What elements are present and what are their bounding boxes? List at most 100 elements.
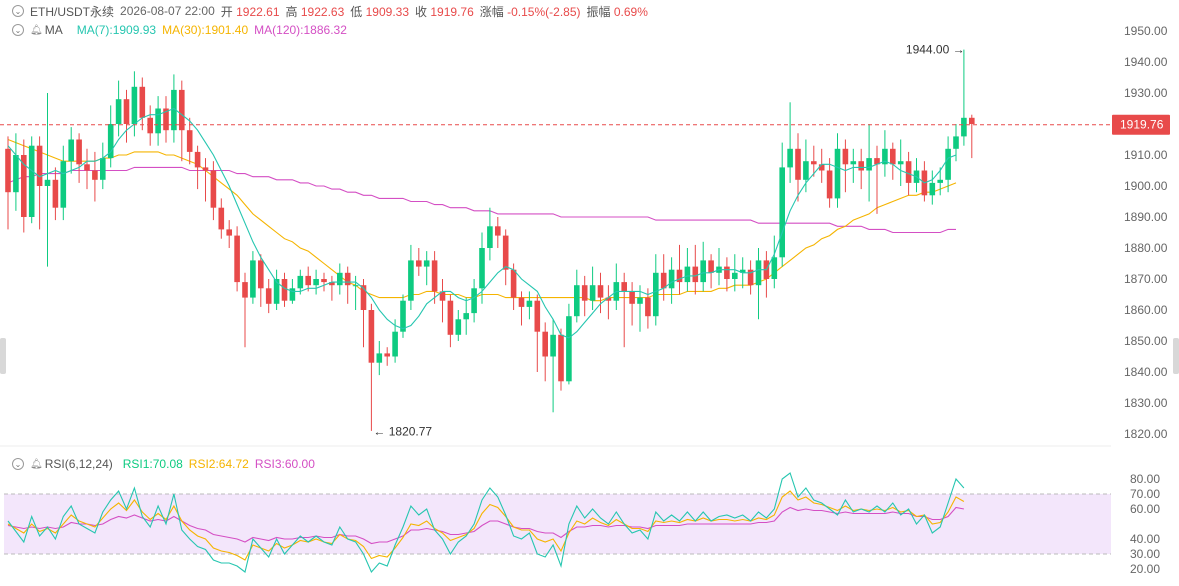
- datetime-label: 2026-08-07 22:00: [120, 4, 215, 18]
- candle-body: [179, 89, 185, 131]
- right-scroll-handle[interactable]: [1173, 338, 1179, 374]
- candle: [242, 272, 248, 348]
- candle: [866, 124, 872, 202]
- candle: [566, 303, 572, 385]
- rsi-legend: ⌄ 🔔︎ RSI(6,12,24) RSI1:70.08 RSI2:64.72 …: [12, 455, 315, 473]
- candle-body: [463, 313, 469, 320]
- candle-body: [337, 272, 343, 286]
- candle-body: [692, 266, 699, 283]
- candle-body: [803, 161, 809, 180]
- ma7-line: [7, 107, 957, 339]
- candle-body: [818, 164, 825, 171]
- amplitude-label: 振幅: [586, 4, 611, 19]
- candle: [858, 148, 864, 190]
- candle-body: [258, 260, 264, 289]
- high-value: 1922.63: [300, 4, 345, 19]
- current-price-tag: [1112, 114, 1170, 135]
- candle-body: [834, 148, 841, 199]
- candle-body: [313, 279, 319, 286]
- price-axis-tick-label: 1910.00: [1124, 148, 1168, 162]
- rsi-axis-tick-label: 60.00: [1130, 502, 1160, 516]
- candle-body: [218, 207, 225, 230]
- change-value: -0.15%(-2.85): [507, 4, 581, 19]
- candle-body: [637, 297, 643, 304]
- candle: [495, 217, 501, 248]
- rsi-axis-tick-label: 40.00: [1130, 532, 1160, 546]
- candle-body: [447, 300, 454, 335]
- left-scroll-handle[interactable]: [0, 338, 6, 374]
- candle: [5, 136, 11, 230]
- symbol-label[interactable]: ETH/USDT永续: [30, 4, 115, 19]
- candle-body: [416, 260, 422, 267]
- candle: [408, 244, 414, 310]
- rsi3-value: RSI3:60.00: [254, 457, 315, 471]
- candle-body: [52, 179, 59, 208]
- candle-body: [305, 275, 311, 286]
- rsi-axis-tick-label: 30.00: [1130, 547, 1160, 561]
- candle-body: [84, 164, 90, 171]
- price-axis-tick-label: 1880.00: [1124, 241, 1168, 255]
- candle: [321, 272, 327, 292]
- candle: [186, 117, 193, 165]
- ma-indicator-label[interactable]: MA: [44, 23, 63, 37]
- low-label: 低: [350, 4, 363, 19]
- candle: [471, 279, 477, 323]
- rsi-collapse-chevron-icon[interactable]: ⌄: [12, 458, 24, 470]
- candle-body: [676, 269, 683, 283]
- candle-body: [226, 229, 232, 236]
- ma30-value: MA(30):1901.40: [162, 23, 249, 37]
- candle: [684, 248, 691, 292]
- candle: [660, 254, 667, 301]
- candle-body: [929, 182, 936, 196]
- price-axis-tick-label: 1840.00: [1124, 365, 1168, 379]
- rsi2-value: RSI2:64.72: [188, 457, 249, 471]
- candle: [202, 158, 209, 202]
- candle-body: [605, 297, 612, 301]
- candle: [574, 269, 580, 323]
- candle-body: [68, 139, 74, 162]
- candle-body: [329, 282, 335, 286]
- candle: [384, 347, 390, 366]
- candle: [305, 266, 311, 292]
- high-label: 高: [285, 4, 298, 19]
- candle-body: [107, 124, 114, 159]
- candle-body: [289, 288, 296, 301]
- high-price-marker: 1944.00 →: [906, 43, 965, 57]
- candle-body: [115, 99, 122, 124]
- candle: [653, 254, 659, 326]
- candle-body: [874, 158, 880, 165]
- candle: [945, 136, 951, 193]
- candle: [52, 167, 59, 221]
- candle-body: [171, 89, 177, 131]
- price-axis-tick-label: 1820.00: [1124, 427, 1168, 441]
- candle-body: [574, 285, 580, 317]
- rsi-axis-tick-label: 70.00: [1130, 487, 1160, 501]
- alert-bell-icon[interactable]: 🔔︎: [30, 24, 43, 36]
- candle: [76, 133, 82, 183]
- collapse-chevron-icon[interactable]: ⌄: [12, 5, 24, 17]
- candle: [526, 291, 533, 320]
- candle-body: [850, 161, 857, 165]
- candle: [281, 272, 288, 307]
- candle: [68, 127, 74, 174]
- ma-collapse-chevron-icon[interactable]: ⌄: [12, 24, 24, 36]
- ma120-value: MA(120):1886.32: [254, 23, 347, 37]
- rsi-alert-bell-icon[interactable]: 🔔︎: [30, 458, 43, 470]
- candle: [716, 248, 722, 286]
- candle-body: [423, 260, 430, 267]
- candle: [416, 248, 422, 276]
- candle-body: [297, 275, 304, 289]
- candle-body: [36, 145, 43, 186]
- rsi1-line: [7, 472, 965, 574]
- current-price-label: 1919.76: [1120, 118, 1164, 132]
- candle: [897, 139, 904, 186]
- candle-body: [905, 161, 912, 183]
- candle-body: [44, 179, 51, 186]
- candle-body: [645, 297, 651, 317]
- rsi-indicator-label[interactable]: RSI(6,12,24): [44, 457, 113, 471]
- candle: [534, 294, 541, 372]
- candle-body: [400, 300, 406, 332]
- candle-body: [621, 282, 627, 292]
- candle-body: [281, 279, 288, 301]
